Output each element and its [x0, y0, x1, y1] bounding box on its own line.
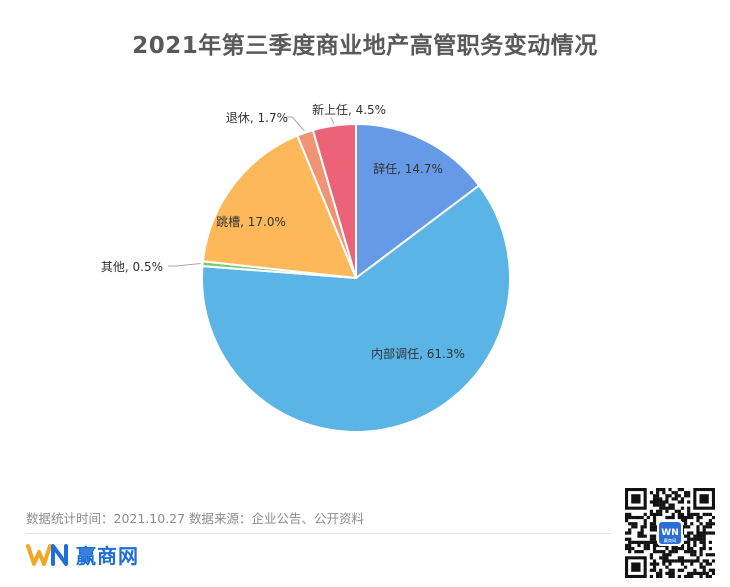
- qr-code[interactable]: WN 赢商网: [625, 488, 715, 578]
- slice-label-6: 新上任, 4.5%: [312, 102, 386, 117]
- svg-text:WN: WN: [661, 528, 678, 538]
- leader-line-6: [330, 117, 335, 124]
- brand-name: 赢商网: [76, 543, 139, 568]
- leader-line-3: [168, 263, 201, 267]
- slice-label-2: 内部调任, 61.3%: [371, 346, 465, 361]
- svg-text:赢商网: 赢商网: [664, 537, 677, 544]
- pie-slice-4: [201, 134, 358, 280]
- source-note: 数据统计时间：2021.10.27 数据来源：企业公告、公开资料: [26, 511, 365, 526]
- brand-logo-icon: [26, 544, 68, 566]
- leader-lines: [168, 116, 335, 267]
- footer-divider: [26, 533, 612, 534]
- pie-slice-6: [311, 122, 357, 279]
- chart-title: 2021年第三季度商业地产高管职务变动情况: [132, 33, 598, 59]
- brand-block[interactable]: 赢商网: [26, 539, 139, 569]
- slice-label-5: 退休, 1.7%: [226, 111, 288, 125]
- pie-slice-1: [355, 122, 481, 281]
- slice-label-3: 其他, 0.5%: [101, 260, 163, 274]
- slice-label-1: 辞任, 14.7%: [373, 161, 443, 176]
- pie-slices: [201, 122, 511, 433]
- leader-line-5: [284, 116, 305, 132]
- pie-slice-2: [201, 184, 511, 433]
- slice-labels: 辞任, 14.7% 内部调任, 61.3% 其他, 0.5% 跳槽, 17.0% 退休,…: [101, 102, 465, 361]
- slice-label-4: 跳槽, 17.0%: [216, 215, 286, 229]
